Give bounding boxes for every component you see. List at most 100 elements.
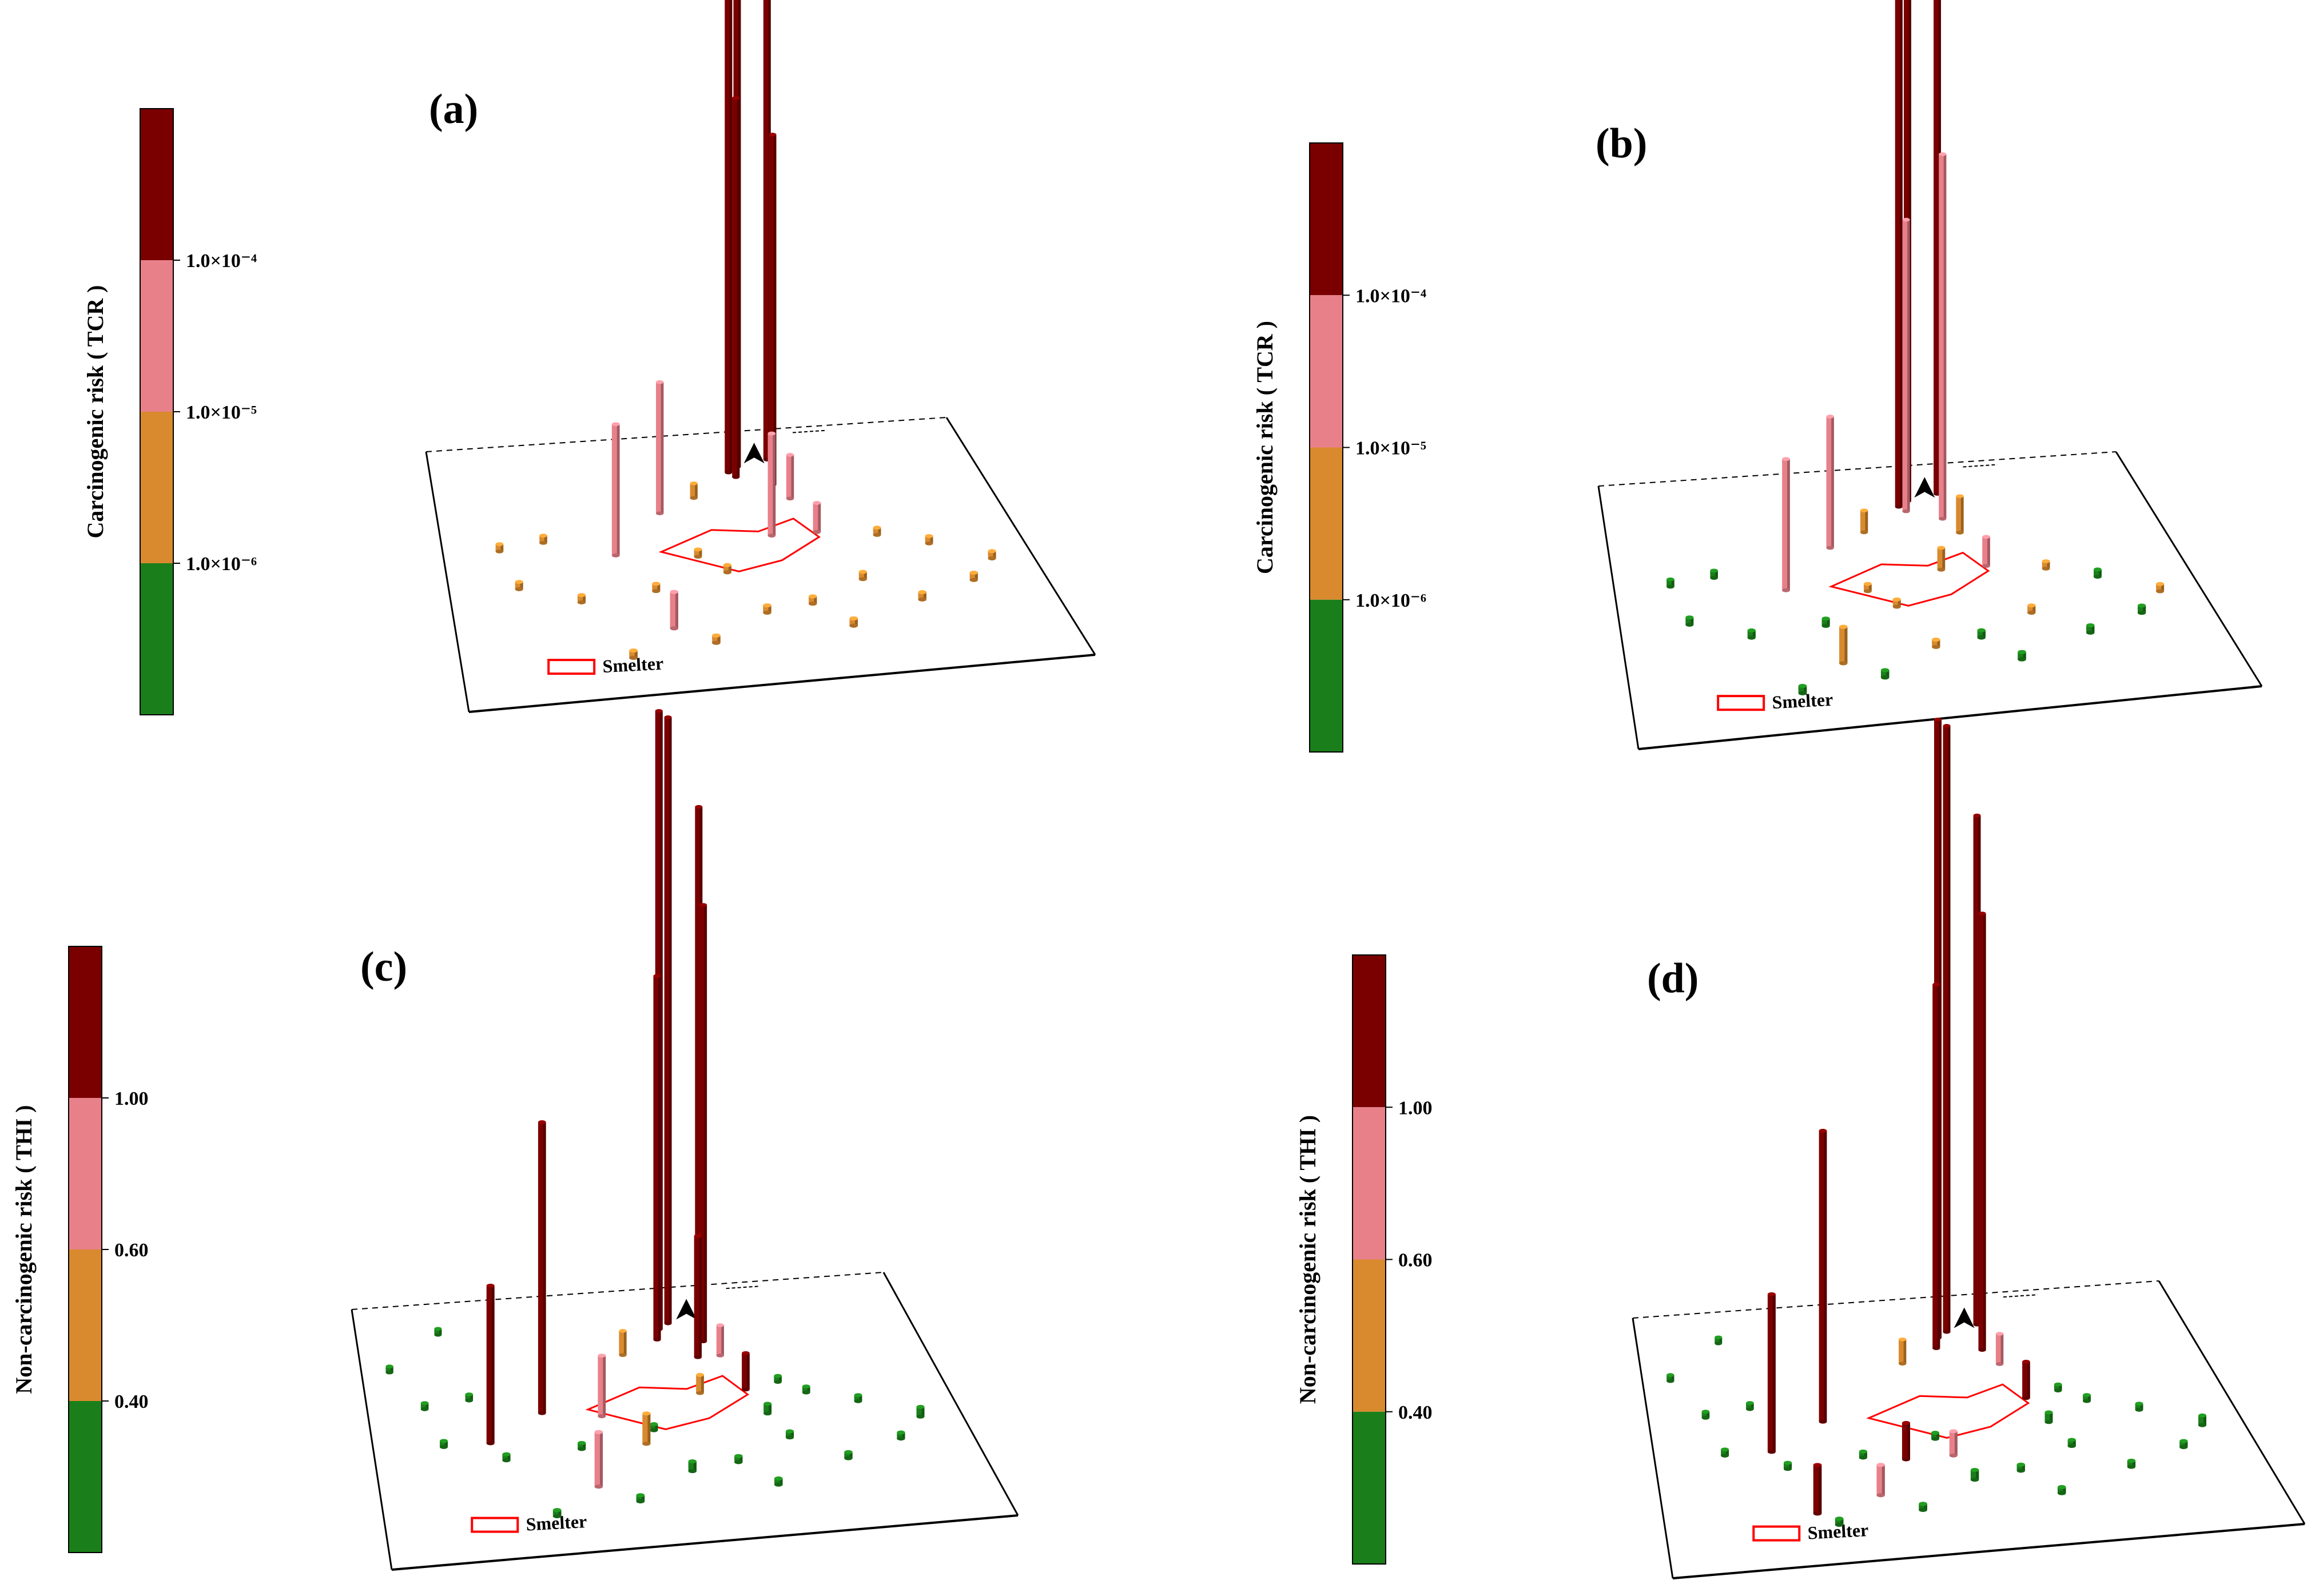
bar-base-cap: [712, 640, 721, 645]
bar: [1782, 457, 1790, 592]
bar-top-cap: [767, 431, 776, 436]
bar-shadow-side: [1907, 1423, 1911, 1459]
colorbar-segment-pink: [1310, 295, 1343, 448]
bar-base-cap: [2127, 1464, 2136, 1469]
bar-base-cap: [611, 553, 620, 558]
bar-shadow-side: [1719, 1337, 1723, 1344]
bar-top-cap: [1978, 912, 1986, 916]
bar: [1970, 1468, 1979, 1482]
bar: [1860, 508, 1868, 535]
bar-base-cap: [1767, 1450, 1776, 1454]
bar: [594, 1430, 603, 1489]
bar-shadow-side: [974, 572, 978, 580]
bar-shadow-side: [902, 1432, 905, 1439]
smelter-legend-swatch: [1752, 1525, 1801, 1542]
bar-top-cap: [1880, 668, 1890, 672]
bar-top-cap: [636, 1493, 645, 1498]
bar-top-cap: [2067, 1438, 2076, 1442]
bar-shadow-side: [2098, 569, 2102, 577]
bar-shadow-side: [1751, 1403, 1754, 1410]
bar-body: [785, 1431, 794, 1438]
bar: [1746, 1401, 1754, 1411]
bar-shadow-side: [1819, 1464, 1822, 1514]
bar-top-cap: [786, 453, 794, 457]
bar-top-cap: [2156, 582, 2165, 586]
bar-shadow-side: [2140, 1403, 2143, 1410]
colorbar-tick-label: 1.0×10⁻⁶: [1355, 590, 1426, 611]
bar-shadow-side: [642, 1495, 645, 1502]
bar: [2127, 1458, 2136, 1469]
bar-shadow-side: [391, 1366, 393, 1373]
bar: [694, 1234, 702, 1359]
bar-base-cap: [2156, 589, 2165, 594]
bar-shadow-side: [769, 1403, 772, 1414]
bar-base-cap: [742, 1387, 750, 1392]
bar-top-cap: [696, 1372, 704, 1377]
bar-base-cap: [813, 530, 821, 534]
bar-shadow-side: [507, 1454, 511, 1460]
bar-shadow-side: [721, 1325, 725, 1356]
bar-shadow-side: [993, 551, 996, 559]
plane-surface: [1633, 1281, 2305, 1578]
colorbar-tick-label: 1.0×10⁻⁵: [186, 402, 257, 423]
bar-base-cap: [716, 1354, 725, 1358]
bar-shadow-side: [1954, 1431, 1958, 1456]
bar-shadow-side: [854, 618, 858, 626]
colorbar-title: Non-carcinogenic risk ( THI ): [11, 1105, 37, 1394]
bar-body: [465, 1394, 474, 1401]
bar-shadow-side: [583, 1443, 586, 1449]
bar-top-cap: [440, 1439, 448, 1443]
bar-base-cap: [988, 556, 996, 561]
bar-top-cap: [2137, 603, 2146, 608]
bar-body: [420, 1403, 429, 1410]
bar: [897, 1430, 905, 1441]
bar-base-cap: [785, 1435, 794, 1440]
bar-base-cap: [642, 1442, 651, 1446]
bar-shadow-side: [634, 650, 638, 658]
chart-panel-a: 1.0×10⁻⁴ 1.0×10⁻⁵ 1.0×10⁻⁶ Carcinogenic ris…: [82, 0, 1096, 715]
bar-shadow-side: [1898, 599, 1901, 607]
bar-top-cap: [655, 709, 663, 713]
bar-base-cap: [1783, 1467, 1792, 1471]
bar-top-cap: [1783, 1460, 1792, 1465]
bar-top-cap: [1721, 1447, 1729, 1452]
bar-shadow-side: [1903, 1339, 1907, 1364]
bar-body: [440, 1440, 448, 1447]
bar-shadow-side: [1983, 913, 1986, 1350]
bar-body: [2054, 1384, 2062, 1391]
bar-shadow-side: [2023, 652, 2026, 659]
bar-layer: [495, 0, 996, 660]
bar: [786, 453, 794, 501]
bar-top-cap: [763, 1402, 772, 1406]
bar: [742, 1351, 750, 1392]
bar-base-cap: [670, 626, 679, 631]
bar-shadow-side: [544, 535, 547, 543]
bar: [688, 1459, 697, 1474]
bar-top-cap: [577, 593, 586, 598]
bar-top-cap: [916, 1404, 925, 1409]
bar-shadow-side: [864, 571, 867, 579]
bar-shadow-side: [1907, 220, 1910, 512]
bar-shadow-side: [2091, 625, 2095, 633]
bar-base-cap: [1902, 509, 1910, 514]
bar: [785, 1429, 794, 1440]
bar-shadow-side: [603, 1355, 606, 1416]
bar-top-cap: [2127, 1458, 2136, 1463]
bar-base-cap: [1859, 1455, 1867, 1460]
bar-top-cap: [734, 1454, 743, 1458]
bar-body: [650, 1424, 658, 1431]
bar: [1666, 1373, 1674, 1383]
bar: [1721, 1447, 1729, 1458]
bar-shadow-side: [1824, 1131, 1827, 1422]
colorbar: 1.0×10⁻⁴ 1.0×10⁻⁵ 1.0×10⁻⁶ Carcinogenic ris…: [1252, 142, 1426, 753]
smelter-legend-swatch: [471, 1517, 519, 1533]
bar: [1826, 415, 1834, 550]
colorbar-segment-green: [140, 563, 173, 715]
bar-top-cap: [1863, 582, 1872, 586]
panel-label: (c): [360, 944, 407, 990]
bar-base-cap: [1895, 504, 1903, 509]
panel-label: (a): [429, 86, 478, 133]
bar: [2137, 603, 2146, 615]
scale-bar: [793, 429, 828, 433]
bar-shadow-side: [728, 565, 731, 572]
